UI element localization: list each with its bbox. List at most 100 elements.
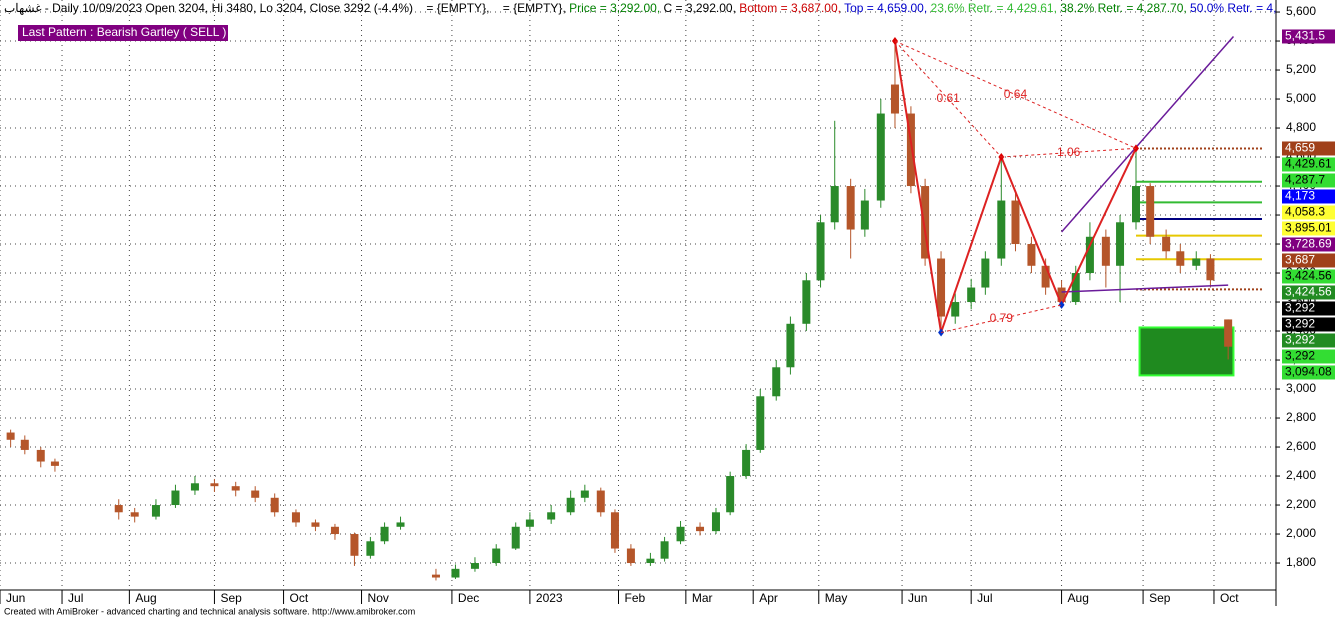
header-segment: 23.6% Retr. = 4,429.61, <box>931 1 1061 15</box>
candle-body <box>626 548 635 564</box>
candle-body <box>756 396 765 450</box>
candle-body <box>1085 236 1094 274</box>
price-label: 3,292 <box>1282 333 1335 348</box>
header-segment: Bottom = 3,687.00, <box>739 1 844 15</box>
price-label-text: 3,292 <box>1285 301 1315 315</box>
price-label-text: 4,287.7 <box>1285 173 1325 187</box>
candle-body <box>380 526 389 542</box>
candle-body <box>190 483 199 491</box>
price-label-box <box>1282 141 1335 156</box>
candle-body <box>906 113 915 187</box>
price-label-box <box>1282 221 1335 236</box>
price-label-text: 4,058.3 <box>1285 205 1325 219</box>
price-label-box <box>1282 285 1335 300</box>
candle-body <box>330 526 339 535</box>
candle-body <box>596 490 605 513</box>
x-tick-label: Feb <box>625 591 646 605</box>
header-segment: غشهاب - Daily 10/09/2023 Open 3204, Hi 3… <box>4 1 569 15</box>
candle-body <box>350 534 359 556</box>
price-label: 4,287.7 <box>1282 173 1335 188</box>
price-label-box <box>1282 301 1335 316</box>
price-label: 3,094.08 <box>1282 365 1335 380</box>
candle-body <box>547 512 556 520</box>
candle-body <box>231 486 240 491</box>
ratio-label: 0.79 <box>990 311 1014 325</box>
price-label-text: 3,292 <box>1285 333 1315 347</box>
candle-body <box>726 476 735 513</box>
candle-body <box>291 512 300 523</box>
candle-body <box>1146 186 1155 237</box>
x-tick-label: Jun <box>908 591 927 605</box>
price-label-box <box>1282 29 1335 44</box>
candle-body <box>786 323 795 368</box>
candle-body <box>610 512 619 549</box>
x-tick-label: Oct <box>290 591 309 605</box>
ratio-line <box>894 40 1137 149</box>
candle-body <box>696 526 705 532</box>
price-label: 3,292 <box>1282 301 1335 316</box>
price-label: 3,292 <box>1282 317 1335 332</box>
candle-body <box>431 574 440 578</box>
header-segment: C = 3,292.00, <box>664 1 740 15</box>
price-label-text: 5,431.5 <box>1285 29 1325 43</box>
candle-body <box>921 186 930 259</box>
candle-body <box>580 490 589 498</box>
price-label: 5,431.5 <box>1282 29 1335 44</box>
price-label-box <box>1282 205 1335 220</box>
price-label-text: 3,424.56 <box>1285 285 1332 299</box>
price-label: 4,173 <box>1282 189 1335 204</box>
footer: Created with AmiBroker - advanced charti… <box>4 606 415 616</box>
candle-body <box>36 449 45 462</box>
price-label-box <box>1282 253 1335 268</box>
x-tick-label: Oct <box>1220 591 1239 605</box>
candle-body <box>951 302 960 317</box>
x-tick-label: Jul <box>977 591 992 605</box>
y-tick-label: 2,800 <box>1286 410 1316 424</box>
x-tick-label: Sep <box>1149 591 1171 605</box>
candle-body <box>130 512 139 517</box>
y-tick-label: 2,000 <box>1286 526 1316 540</box>
candle-body <box>876 113 885 201</box>
pattern-label: Last Pattern : Bearish Gartley ( SELL ) <box>22 25 226 39</box>
candle-body <box>816 222 825 281</box>
candle-body <box>967 287 976 303</box>
candle-body <box>1041 265 1050 288</box>
candle-body <box>525 519 534 527</box>
candle-body <box>860 200 869 230</box>
candle-body <box>1027 244 1036 266</box>
ratio-line <box>940 304 1062 333</box>
candle-body <box>676 526 685 542</box>
x-tick-label: Jul <box>68 591 83 605</box>
candle-body <box>470 563 479 569</box>
candle-body <box>396 522 405 527</box>
candle-body <box>1206 258 1215 281</box>
candle-body <box>937 258 946 317</box>
candle-body <box>711 512 720 532</box>
price-label: 4,429.61 <box>1282 157 1335 172</box>
candle-body <box>451 568 460 578</box>
candle-body <box>171 490 180 506</box>
price-label-box <box>1282 269 1335 284</box>
y-tick-label: 4,800 <box>1286 120 1316 134</box>
candle-body <box>1176 251 1185 266</box>
header: غشهاب - Daily 10/09/2023 Open 3204, Hi 3… <box>4 1 1276 15</box>
candle-body <box>1192 258 1201 266</box>
x-tick-label: Dec <box>458 591 479 605</box>
candle-body <box>830 186 839 223</box>
x-tick-label: Mar <box>692 591 713 605</box>
price-label-text: 3,424.56 <box>1285 269 1332 283</box>
price-label-text: 3,728.69 <box>1285 237 1332 251</box>
y-tick-label: 5,200 <box>1286 62 1316 76</box>
candle-body <box>802 280 811 324</box>
price-label: 3,687 <box>1282 253 1335 268</box>
candle-body <box>492 548 501 564</box>
pattern-label-box <box>18 25 228 41</box>
x-tick-label: Jun <box>6 591 25 605</box>
ratio-label: 0.61 <box>936 91 960 105</box>
candle-body <box>311 522 320 527</box>
candle-body <box>366 541 375 556</box>
candle-body <box>646 558 655 564</box>
candle-body <box>981 258 990 288</box>
price-label-text: 4,659 <box>1285 141 1315 155</box>
